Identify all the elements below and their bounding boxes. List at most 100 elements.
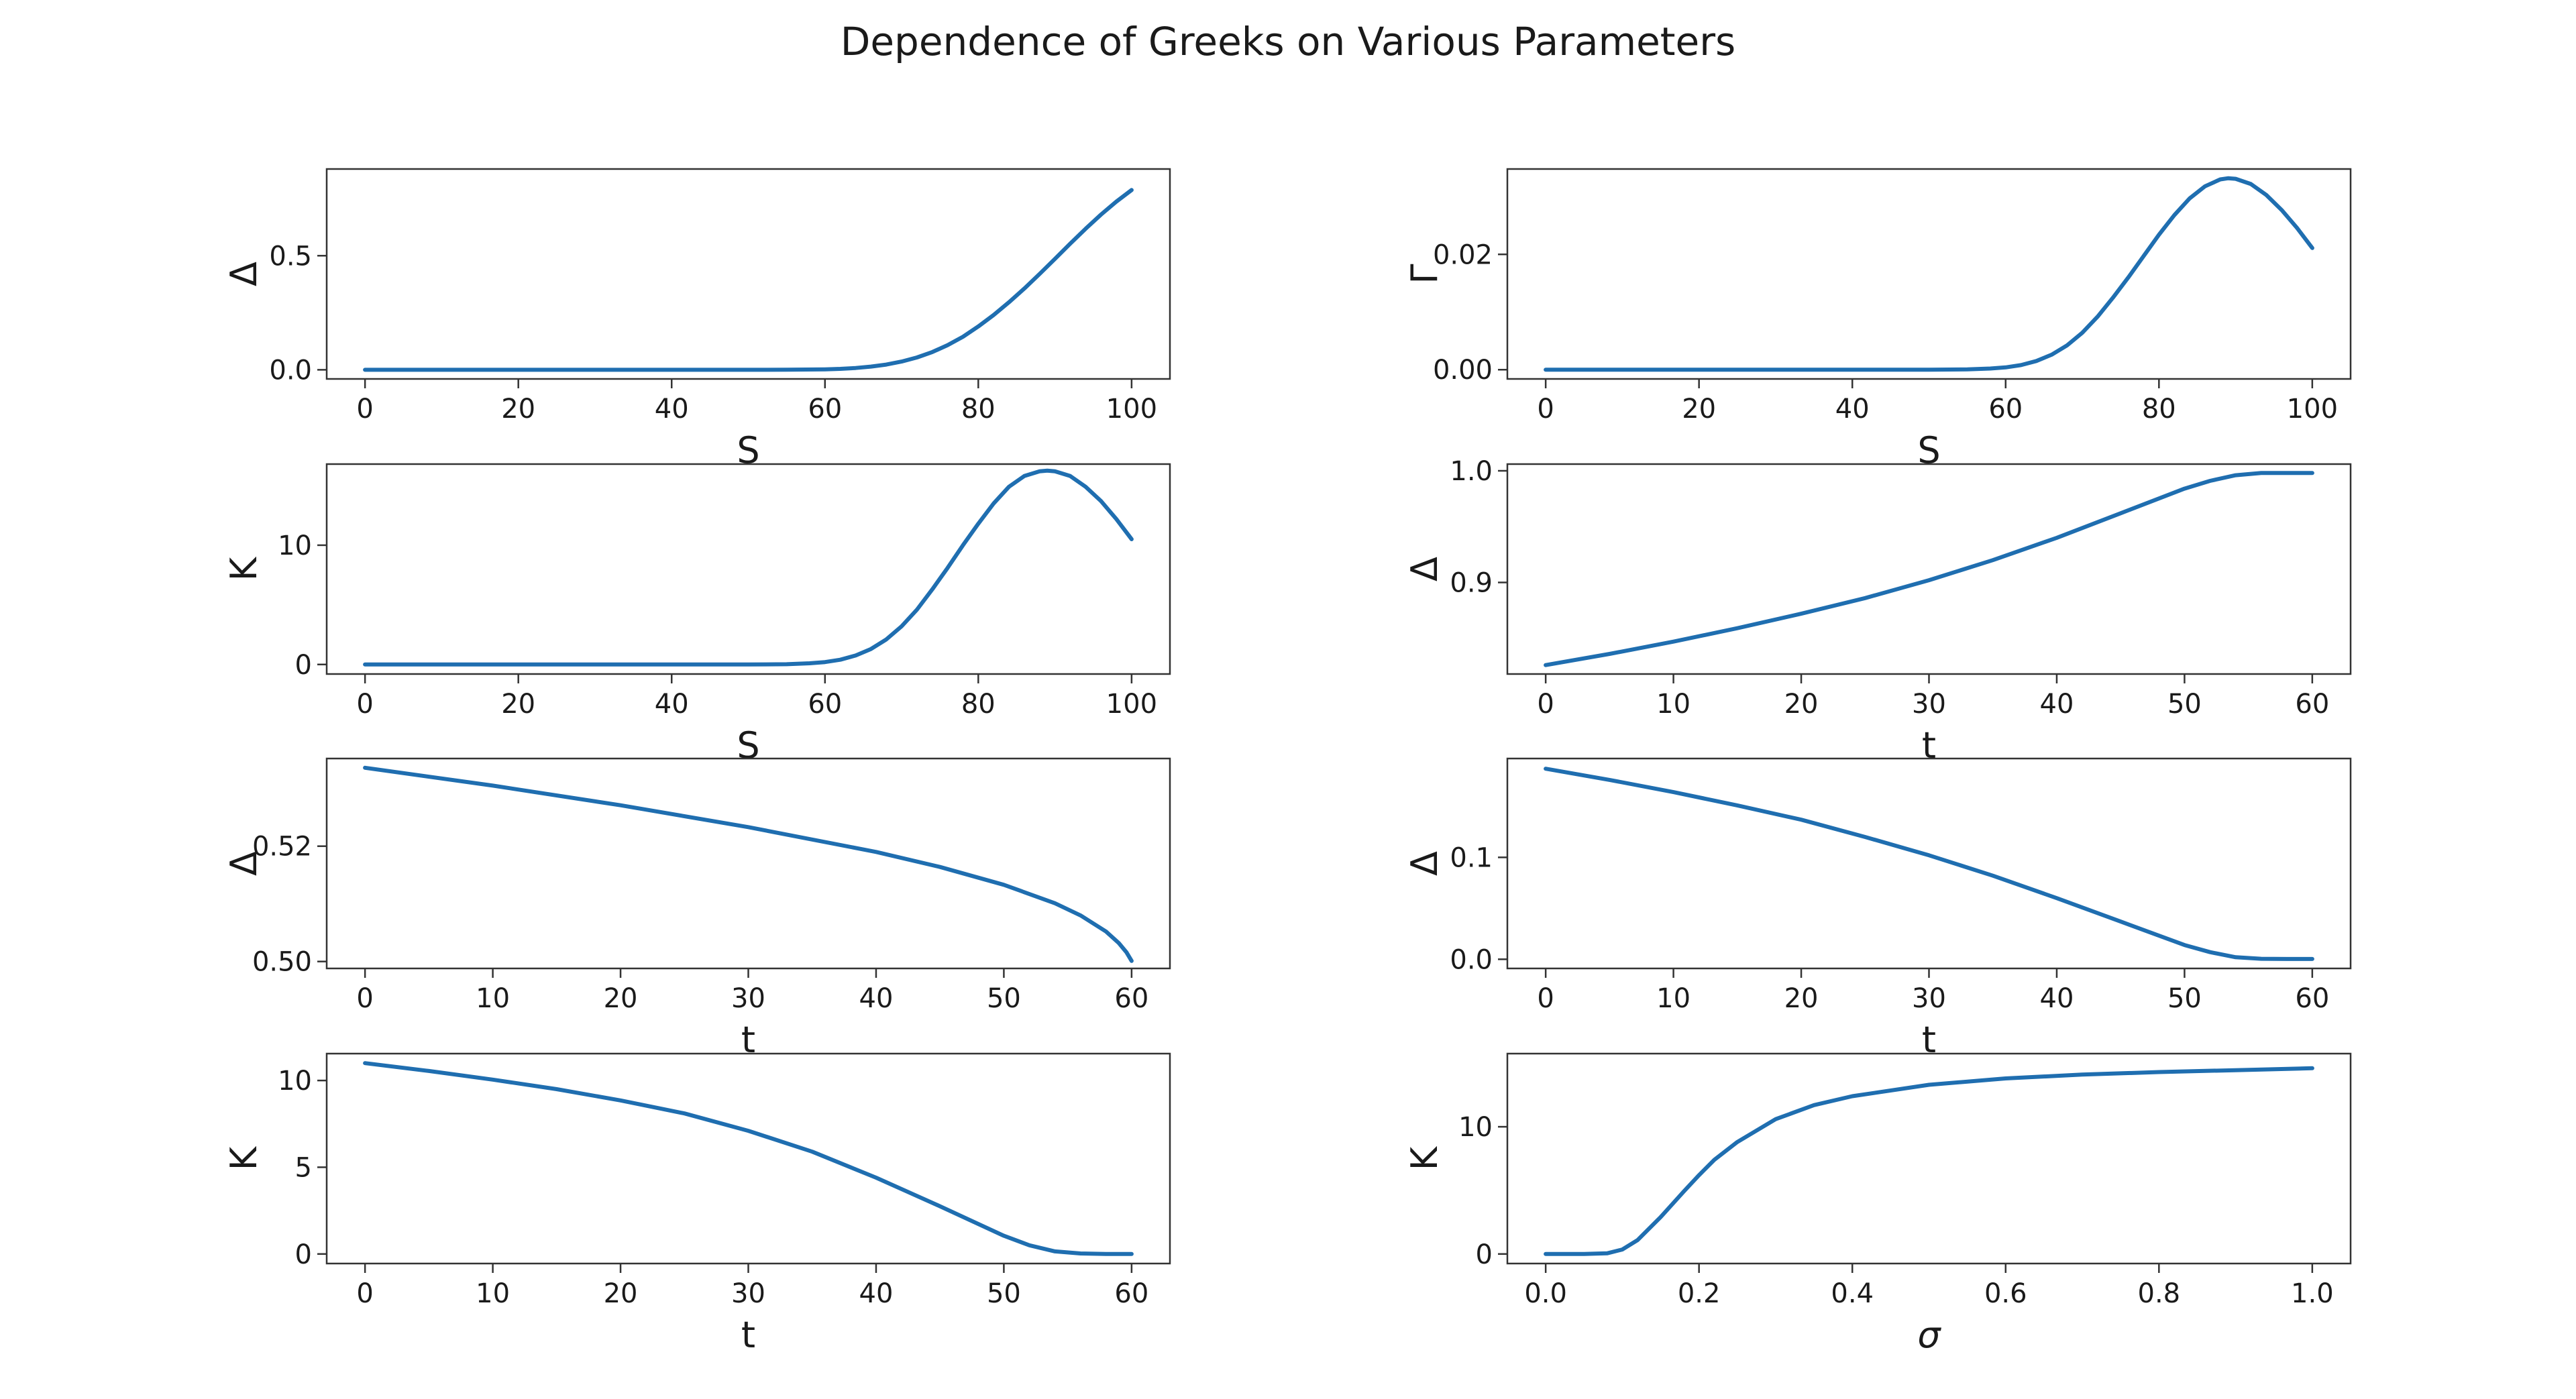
- x-tick-label: 20: [1784, 689, 1819, 720]
- x-axis-label: S: [1917, 429, 1940, 471]
- series-line: [363, 188, 1134, 372]
- y-tick-label: 0.50: [252, 947, 312, 978]
- subplot-8: 0.0 0.2 0.4 0.6 0.8 1.0 0 10 σ K: [1403, 1052, 2352, 1356]
- subplot-5: 0 10 20 30 40 50 60 0.50 0.52 t Δ: [223, 757, 1171, 1061]
- axes-frame: [325, 757, 1171, 970]
- x-tick-label: 1.0: [2291, 1278, 2334, 1309]
- x-tick-label: 50: [987, 1278, 1021, 1309]
- x-tick-label: 60: [808, 689, 842, 720]
- y-tick-label: 10: [278, 1066, 312, 1097]
- x-tick-label: 0: [1537, 983, 1554, 1014]
- x-tick-label: 20: [501, 689, 535, 720]
- x-tick-label: 0.0: [1524, 1278, 1567, 1309]
- y-tick-label: 0: [295, 1239, 312, 1270]
- axes-frame: [1506, 1052, 2352, 1265]
- x-tick-label: 0: [356, 983, 373, 1014]
- x-tick-label: 80: [961, 394, 996, 425]
- y-tick-label: 0.00: [1433, 355, 1493, 386]
- y-tick-label: 0.1: [1450, 842, 1493, 873]
- x-tick-label: 10: [1656, 689, 1690, 720]
- x-tick-label: 80: [2142, 394, 2176, 425]
- series-line: [363, 765, 1134, 963]
- x-tick-label: 40: [859, 983, 894, 1014]
- x-tick-label: 30: [1912, 983, 1946, 1014]
- x-tick-label: 20: [1784, 983, 1819, 1014]
- y-axis-label: Δ: [223, 262, 265, 286]
- series-line: [1544, 176, 2314, 372]
- x-tick-label: 20: [604, 983, 638, 1014]
- x-tick-label: 40: [655, 394, 689, 425]
- x-tick-label: 10: [1656, 983, 1690, 1014]
- series-line: [363, 468, 1134, 667]
- x-tick-label: 30: [731, 1278, 765, 1309]
- x-tick-label: 40: [2040, 689, 2074, 720]
- x-tick-label: 30: [731, 983, 765, 1014]
- x-axis-label: t: [741, 1019, 755, 1061]
- series-line: [363, 1061, 1134, 1256]
- x-axis-label: t: [1922, 724, 1936, 767]
- x-tick-label: 100: [2287, 394, 2338, 425]
- x-tick-label: 60: [2295, 983, 2329, 1014]
- y-tick-label: 1.0: [1450, 456, 1493, 487]
- x-tick-label: 10: [476, 983, 510, 1014]
- x-tick-label: 50: [2167, 689, 2202, 720]
- x-tick-label: 0: [1537, 394, 1554, 425]
- x-axis-label: S: [737, 429, 759, 471]
- x-tick-label: 60: [1988, 394, 2023, 425]
- x-tick-label: 20: [501, 394, 535, 425]
- axes-frame: [325, 1052, 1171, 1265]
- x-tick-label: 40: [2040, 983, 2074, 1014]
- x-tick-label: 60: [1114, 983, 1148, 1014]
- x-tick-label: 30: [1912, 689, 1946, 720]
- x-tick-label: 0: [356, 1278, 373, 1309]
- axes-frame: [325, 168, 1171, 380]
- x-tick-label: 0.4: [1831, 1278, 1874, 1309]
- y-tick-label: 0.52: [252, 832, 312, 862]
- y-axis-label: K: [1403, 1145, 1446, 1170]
- x-tick-label: 80: [961, 689, 996, 720]
- x-tick-label: 40: [1835, 394, 1870, 425]
- y-tick-label: 0: [295, 650, 312, 681]
- subplot-6: 0 10 20 30 40 50 60 0.0 0.1 t Δ: [1403, 757, 2352, 1061]
- y-tick-label: 10: [278, 530, 312, 561]
- x-tick-label: 20: [1682, 394, 1716, 425]
- axes-frame: [325, 463, 1171, 675]
- x-tick-label: 40: [859, 1278, 894, 1309]
- series-line: [1544, 1066, 2314, 1256]
- x-tick-label: 0: [356, 689, 373, 720]
- y-tick-label: 5: [295, 1152, 312, 1183]
- figure-title: Dependence of Greeks on Various Paramete…: [840, 19, 1736, 64]
- series-line: [1544, 767, 2314, 961]
- x-tick-label: 20: [604, 1278, 638, 1309]
- x-axis-label: t: [1922, 1019, 1936, 1061]
- y-tick-label: 0.5: [269, 241, 312, 272]
- subplot-4: 0 10 20 30 40 50 60 0.9 1.0 t Δ: [1403, 456, 2352, 767]
- x-axis-label: σ: [1917, 1314, 1941, 1356]
- x-tick-label: 0.2: [1678, 1278, 1721, 1309]
- y-tick-label: 0.0: [269, 355, 312, 386]
- y-tick-label: 0: [1476, 1239, 1493, 1270]
- y-axis-label: K: [223, 556, 265, 581]
- y-tick-label: 0.0: [1450, 944, 1493, 975]
- x-tick-label: 10: [476, 1278, 510, 1309]
- x-tick-label: 100: [1106, 689, 1157, 720]
- y-axis-label: Γ: [1403, 264, 1446, 284]
- x-tick-label: 0.8: [2138, 1278, 2181, 1309]
- x-tick-label: 0.6: [1984, 1278, 2027, 1309]
- x-tick-label: 0: [356, 394, 373, 425]
- axes-frame: [1506, 757, 2352, 970]
- y-axis-label: Δ: [1403, 851, 1446, 876]
- x-tick-label: 0: [1537, 689, 1554, 720]
- subplot-1: 0 20 40 60 80 100 0.0 0.5 S Δ: [223, 168, 1171, 471]
- y-tick-label: 0.02: [1433, 239, 1493, 270]
- x-tick-label: 50: [2167, 983, 2202, 1014]
- x-tick-label: 60: [808, 394, 842, 425]
- axes-frame: [1506, 168, 2352, 380]
- x-tick-label: 60: [2295, 689, 2329, 720]
- x-tick-label: 50: [987, 983, 1021, 1014]
- subplot-2: 0 20 40 60 80 100 0.00 0.02 S Γ: [1403, 168, 2352, 471]
- series-line: [1544, 471, 2314, 667]
- x-axis-label: t: [741, 1314, 755, 1356]
- y-axis-label: K: [223, 1145, 265, 1170]
